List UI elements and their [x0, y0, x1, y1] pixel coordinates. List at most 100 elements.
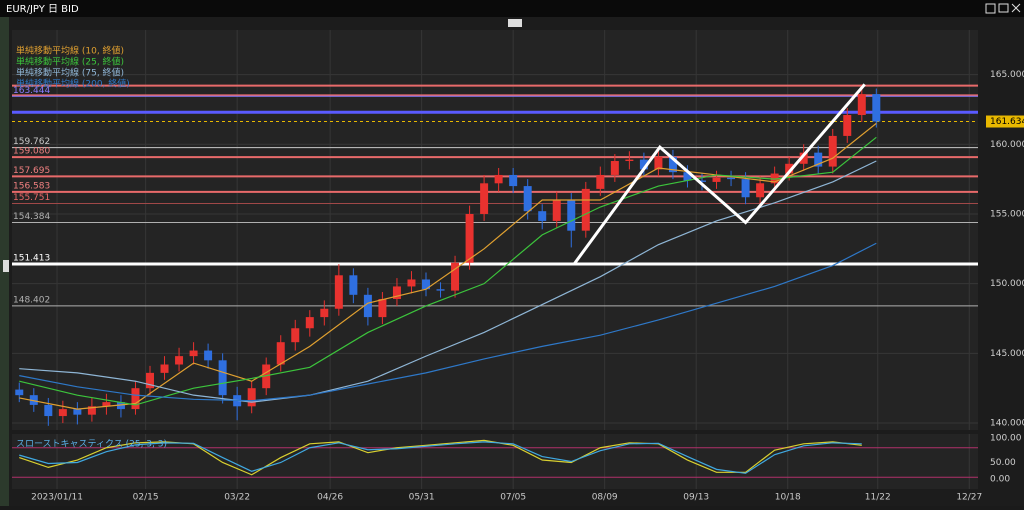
candle-body [770, 173, 779, 184]
candle-body [509, 174, 518, 187]
candle-body [843, 115, 852, 136]
x-tick-label: 05/31 [409, 493, 435, 503]
y-tick-label: 50.00 [990, 458, 1016, 468]
x-tick-label: 09/13 [683, 493, 709, 503]
candle-body [668, 156, 677, 173]
candle-body [698, 180, 706, 182]
x-tick-label: 08/09 [592, 493, 618, 503]
y-tick-label: 150.000 [990, 279, 1024, 289]
x-tick-label: 12/27 [956, 493, 982, 503]
candle-body [334, 275, 343, 309]
candle-body [116, 402, 125, 410]
candle-body [567, 200, 576, 231]
candle-body [160, 364, 169, 373]
candle-body [494, 174, 503, 184]
title-bar [0, 0, 1024, 17]
help-button[interactable] [985, 3, 996, 14]
x-tick-label: 02/15 [133, 493, 159, 503]
candle-body [349, 275, 358, 295]
candle-body [814, 152, 823, 167]
moving-average-line [19, 160, 877, 403]
candle-body [436, 289, 445, 291]
level-label: 151.413 [13, 253, 50, 263]
candle-body [146, 372, 154, 389]
last-price-label: 161.634 [990, 117, 1024, 127]
oscillator-line [19, 441, 862, 474]
moving-average-line [19, 122, 877, 410]
close-button[interactable] [1011, 3, 1021, 13]
candle-body [828, 135, 837, 167]
candle-body [276, 342, 285, 365]
candle-body [320, 308, 329, 318]
level-label: 148.402 [13, 295, 50, 305]
maximize-button[interactable] [998, 3, 1009, 13]
candle-body [872, 94, 881, 122]
candle-body [305, 317, 314, 329]
candle-body [58, 409, 67, 417]
x-tick-label: 04/26 [317, 493, 343, 503]
moving-average-line [19, 136, 877, 406]
candle-body [465, 213, 474, 263]
candle-body [654, 156, 663, 170]
y-tick-label: 140.000 [990, 419, 1024, 429]
last-price-box [986, 115, 1024, 128]
level-label: 154.384 [13, 212, 50, 222]
candle-body [741, 179, 750, 198]
candle-body [422, 279, 430, 290]
x-tick-label: 10/18 [775, 493, 801, 503]
y-tick-label: 155.000 [990, 209, 1024, 219]
y-tick-label: 145.000 [990, 349, 1024, 359]
candle-body [218, 360, 227, 396]
y-tick-label: 165.000 [990, 70, 1024, 80]
x-tick-label: 07/05 [500, 493, 526, 503]
candle-body [552, 200, 561, 221]
candle-body [175, 356, 184, 365]
candle-body [712, 177, 721, 182]
collapse-button[interactable] [508, 19, 522, 27]
pattern-line [572, 83, 866, 265]
candle-body [15, 389, 24, 396]
candle-body [392, 286, 401, 299]
x-tick-label: 03/22 [224, 493, 250, 503]
candle-body [756, 183, 765, 198]
legend-entry: 単純移動平均線 (75, 終値) [16, 67, 124, 79]
candle-body [683, 172, 692, 181]
candle-body [857, 94, 866, 116]
candle-body [189, 350, 198, 357]
candle-body [73, 409, 82, 415]
candle-body [480, 183, 489, 214]
candle-body [262, 364, 271, 389]
candle-body [131, 388, 140, 410]
candle-body [291, 328, 300, 343]
level-label: 156.583 [13, 181, 50, 191]
candle-body [29, 395, 38, 405]
candle-body [727, 177, 736, 180]
x-tick-label: 2023/01/11 [31, 493, 83, 503]
level-label: 159.762 [13, 137, 50, 147]
level-label: 159.080 [13, 147, 50, 157]
legend-entry: 単純移動平均線 (10, 終値) [16, 45, 124, 57]
y-tick-label: 0.00 [990, 475, 1010, 485]
candle-body [610, 161, 619, 175]
level-label: 163.444 [13, 86, 50, 96]
candle-body [538, 211, 547, 221]
legend-entry: 単純移動平均線 (200, 終値) [16, 78, 130, 90]
y-tick-label: 160.000 [990, 140, 1024, 150]
panel-handle[interactable] [3, 260, 9, 272]
candle-body [639, 159, 648, 170]
candle-body [378, 298, 387, 318]
candle-body [102, 402, 111, 407]
candle-body [451, 262, 460, 291]
candle-body [407, 279, 416, 287]
level-label: 157.695 [13, 166, 50, 176]
candle-body [596, 174, 605, 189]
candle-body [625, 159, 634, 162]
main-plot [12, 30, 978, 430]
legend-entry: 単純移動平均線 (25, 終値) [16, 56, 124, 68]
candle-body [799, 152, 808, 164]
candle-body [523, 186, 532, 212]
window-title: EUR/JPY 日 BID [6, 4, 79, 15]
indicator-title: スローストキャスティクス (25, 3, 3) [16, 439, 167, 450]
